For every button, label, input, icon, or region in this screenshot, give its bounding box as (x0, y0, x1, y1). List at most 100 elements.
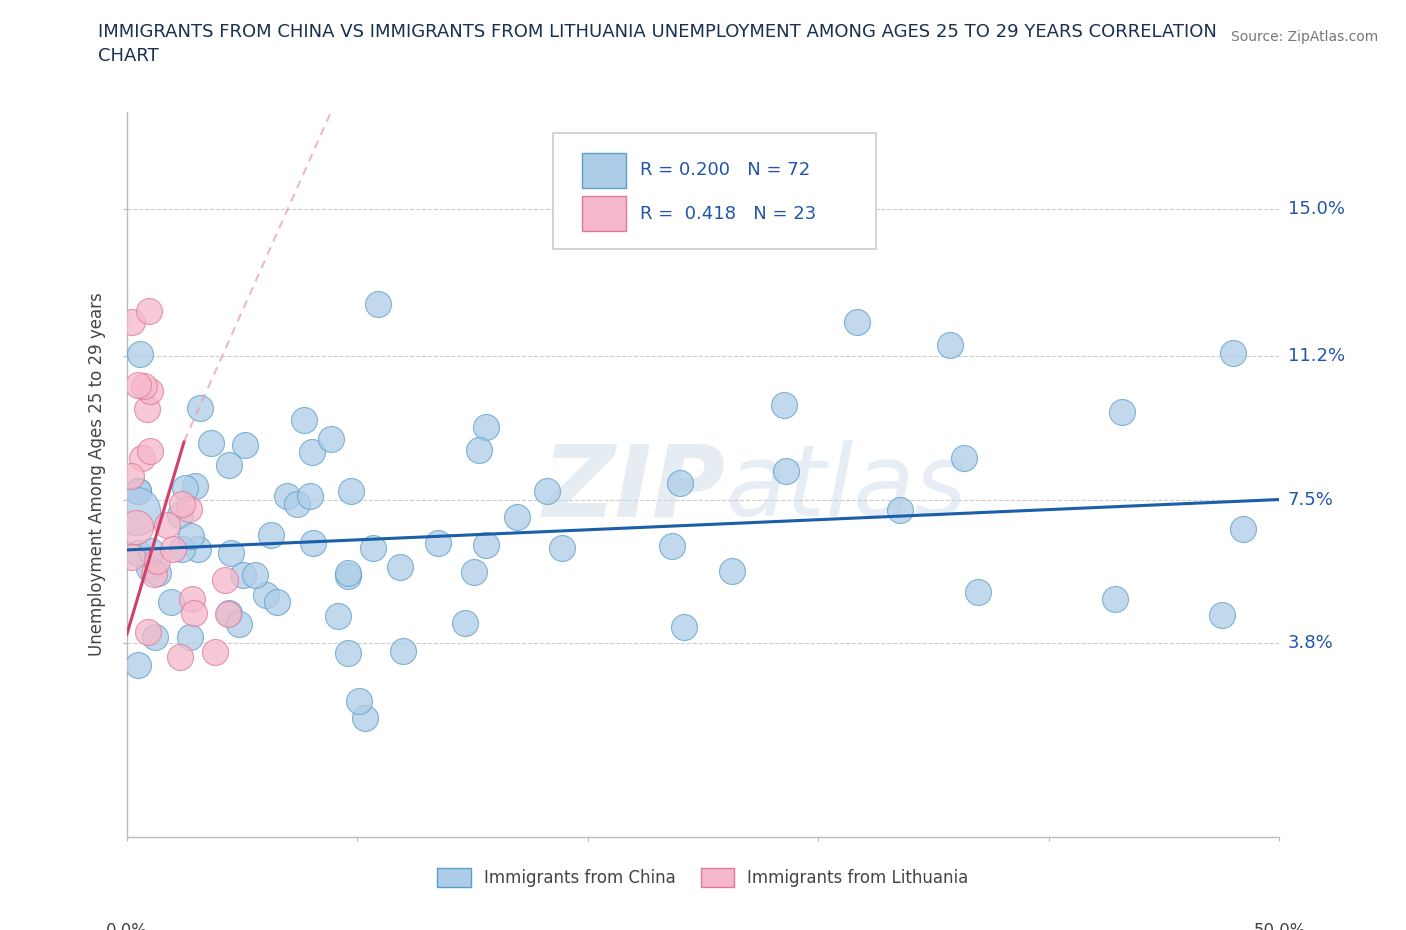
Point (139, 444, 162, 458)
Point (463, 565, 485, 580)
Point (218, 605, 240, 620)
Point (125, 519, 148, 534)
Point (367, 297, 389, 312)
Point (134, 379, 156, 393)
Point (259, 527, 281, 542)
Point (173, 481, 195, 496)
Point (243, 567, 266, 582)
Point (204, 644, 226, 659)
Point (889, 502, 911, 517)
Point (721, 563, 744, 578)
Text: R = 0.200   N = 72: R = 0.200 N = 72 (640, 162, 810, 179)
Text: 3.8%: 3.8% (1288, 634, 1333, 652)
Point (967, 585, 990, 600)
Point (298, 489, 321, 504)
Point (179, 501, 201, 516)
Point (128, 347, 150, 362)
Point (200, 435, 222, 450)
Point (139, 383, 162, 398)
Point (138, 624, 160, 639)
Point (285, 497, 308, 512)
Point (389, 560, 412, 575)
Text: ZIP: ZIP (543, 440, 725, 538)
FancyBboxPatch shape (553, 133, 876, 249)
Point (845, 314, 868, 329)
Point (673, 620, 696, 635)
Point (392, 644, 415, 658)
Point (475, 419, 498, 434)
FancyBboxPatch shape (582, 153, 626, 188)
Point (661, 538, 683, 553)
Point (475, 538, 498, 552)
Text: Source: ZipAtlas.com: Source: ZipAtlas.com (1230, 30, 1378, 44)
Point (228, 617, 250, 631)
Point (179, 630, 201, 644)
Point (187, 541, 209, 556)
FancyBboxPatch shape (582, 196, 626, 232)
Point (180, 528, 202, 543)
Text: R =  0.418   N = 23: R = 0.418 N = 23 (640, 205, 815, 223)
Point (156, 518, 179, 533)
Text: atlas: atlas (725, 440, 967, 538)
Point (773, 398, 796, 413)
Point (339, 483, 361, 498)
Point (1222, 346, 1244, 361)
Point (953, 450, 976, 465)
Point (426, 536, 449, 551)
Point (159, 594, 181, 609)
Text: 50.0%: 50.0% (1253, 923, 1306, 930)
Point (1104, 592, 1126, 607)
Point (131, 451, 153, 466)
Point (221, 546, 243, 561)
Point (170, 541, 193, 556)
Point (127, 378, 149, 392)
Point (127, 484, 149, 498)
Point (454, 616, 477, 631)
Point (146, 554, 169, 569)
Point (139, 543, 162, 558)
Point (217, 607, 239, 622)
Point (347, 694, 370, 709)
Point (162, 541, 184, 556)
Point (551, 540, 574, 555)
Point (121, 315, 143, 330)
Point (1111, 405, 1133, 419)
Point (775, 464, 797, 479)
Point (214, 573, 236, 588)
Y-axis label: Unemployment Among Ages 25 to 29 years: Unemployment Among Ages 25 to 29 years (89, 292, 107, 657)
Point (125, 504, 148, 519)
Text: 11.2%: 11.2% (1288, 347, 1346, 365)
Point (336, 568, 359, 583)
Point (292, 412, 315, 427)
Point (232, 567, 254, 582)
Point (1211, 607, 1233, 622)
Point (939, 338, 962, 352)
Point (169, 649, 191, 664)
Point (276, 489, 298, 504)
Point (233, 437, 256, 452)
Text: IMMIGRANTS FROM CHINA VS IMMIGRANTS FROM LITHUANIA UNEMPLOYMENT AMONG AGES 25 TO: IMMIGRANTS FROM CHINA VS IMMIGRANTS FROM… (98, 23, 1218, 65)
Point (138, 303, 160, 318)
Point (146, 565, 169, 580)
Point (353, 711, 375, 725)
Point (326, 608, 349, 623)
Point (319, 432, 342, 446)
Point (169, 508, 191, 523)
Legend: Immigrants from China, Immigrants from Lithuania: Immigrants from China, Immigrants from L… (430, 861, 976, 894)
Point (536, 484, 558, 498)
Point (143, 566, 166, 581)
Point (467, 443, 489, 458)
Point (254, 588, 277, 603)
Text: 15.0%: 15.0% (1288, 200, 1344, 218)
Point (170, 497, 193, 512)
Point (363, 540, 385, 555)
Point (301, 536, 323, 551)
Point (127, 484, 149, 498)
Text: 7.5%: 7.5% (1288, 490, 1334, 509)
Text: 0.0%: 0.0% (105, 923, 148, 930)
Point (188, 401, 211, 416)
Point (127, 545, 149, 560)
Point (218, 458, 240, 472)
Point (127, 658, 149, 672)
Point (301, 445, 323, 460)
